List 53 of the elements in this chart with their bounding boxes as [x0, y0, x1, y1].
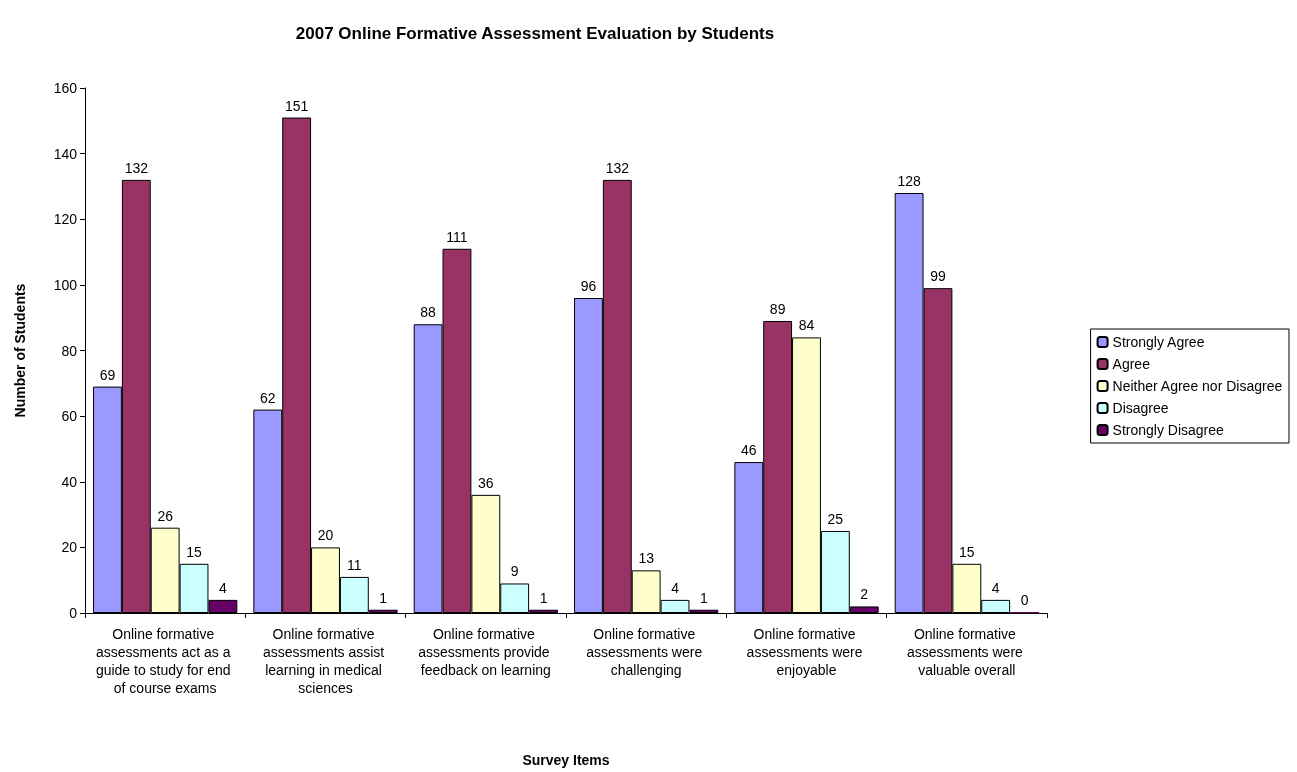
data-label: 4 [671, 579, 680, 596]
y-tick-label: 60 [61, 408, 78, 425]
legend-label: Agree [1112, 356, 1151, 372]
y-tick-label: 20 [61, 539, 78, 556]
data-label: 0 [1020, 592, 1029, 608]
data-label: 84 [798, 317, 815, 334]
x-tick-label: Online formative assessments assist learning in medical sciences [262, 626, 389, 696]
data-label: 20 [317, 527, 334, 544]
data-label: 46 [740, 442, 757, 459]
data-label: 15 [959, 543, 975, 560]
data-label: 69 [99, 366, 116, 383]
data-label: 99 [930, 268, 946, 285]
data-label: 25 [827, 510, 844, 527]
x-tick-label: Online formative assessments were challenging [586, 626, 707, 678]
data-label: 89 [769, 300, 786, 317]
data-label: 132 [124, 159, 149, 176]
legend-label: Strongly Disagree [1112, 422, 1225, 438]
data-label: 1 [379, 589, 388, 606]
data-label: 1 [539, 589, 548, 606]
data-label: 4 [218, 579, 227, 596]
x-axis-title: Survey Items [522, 752, 610, 768]
y-axis-title: Number of Students [12, 283, 28, 418]
data-label: 88 [420, 304, 437, 321]
legend-label: Strongly Agree [1112, 334, 1205, 350]
x-tick-label: Online formative assessments provide feedback on learning [418, 626, 554, 678]
y-tick-label: 140 [53, 145, 78, 162]
y-tick-label: 160 [53, 80, 78, 96]
data-label: 36 [478, 474, 494, 491]
data-label: 96 [580, 278, 597, 294]
y-tick-label: 100 [53, 276, 78, 293]
y-tick-label: 0 [69, 605, 78, 621]
data-label: 15 [186, 543, 203, 560]
y-tick-label: 40 [61, 473, 78, 490]
data-label: 26 [157, 507, 174, 524]
data-label: 2 [860, 586, 869, 603]
data-label: 11 [347, 556, 362, 573]
legend-label: Neither Agree nor Disagree [1112, 378, 1283, 394]
data-label: 13 [638, 550, 655, 567]
data-label: 62 [259, 389, 276, 406]
data-label: 9 [510, 563, 519, 580]
data-label: 128 [897, 173, 922, 189]
chart-title: 2007 Online Formative Assessment Evaluation by Students [295, 24, 775, 43]
y-tick-label: 80 [61, 342, 78, 359]
data-label: 151 [284, 97, 309, 114]
data-label: 111 [446, 228, 468, 245]
data-label: 4 [991, 579, 1000, 596]
y-tick-label: 120 [53, 211, 78, 228]
x-tick-label: Online formative assessments were enjoyable [746, 626, 867, 678]
data-label: 132 [605, 159, 630, 176]
legend-label: Disagree [1112, 400, 1169, 416]
data-label: 1 [699, 589, 708, 606]
x-tick-label: Online formative assessments act as a guide to study for end of course exams [95, 626, 235, 696]
x-tick-label: Online formative assessments were valuable overall [906, 626, 1027, 678]
